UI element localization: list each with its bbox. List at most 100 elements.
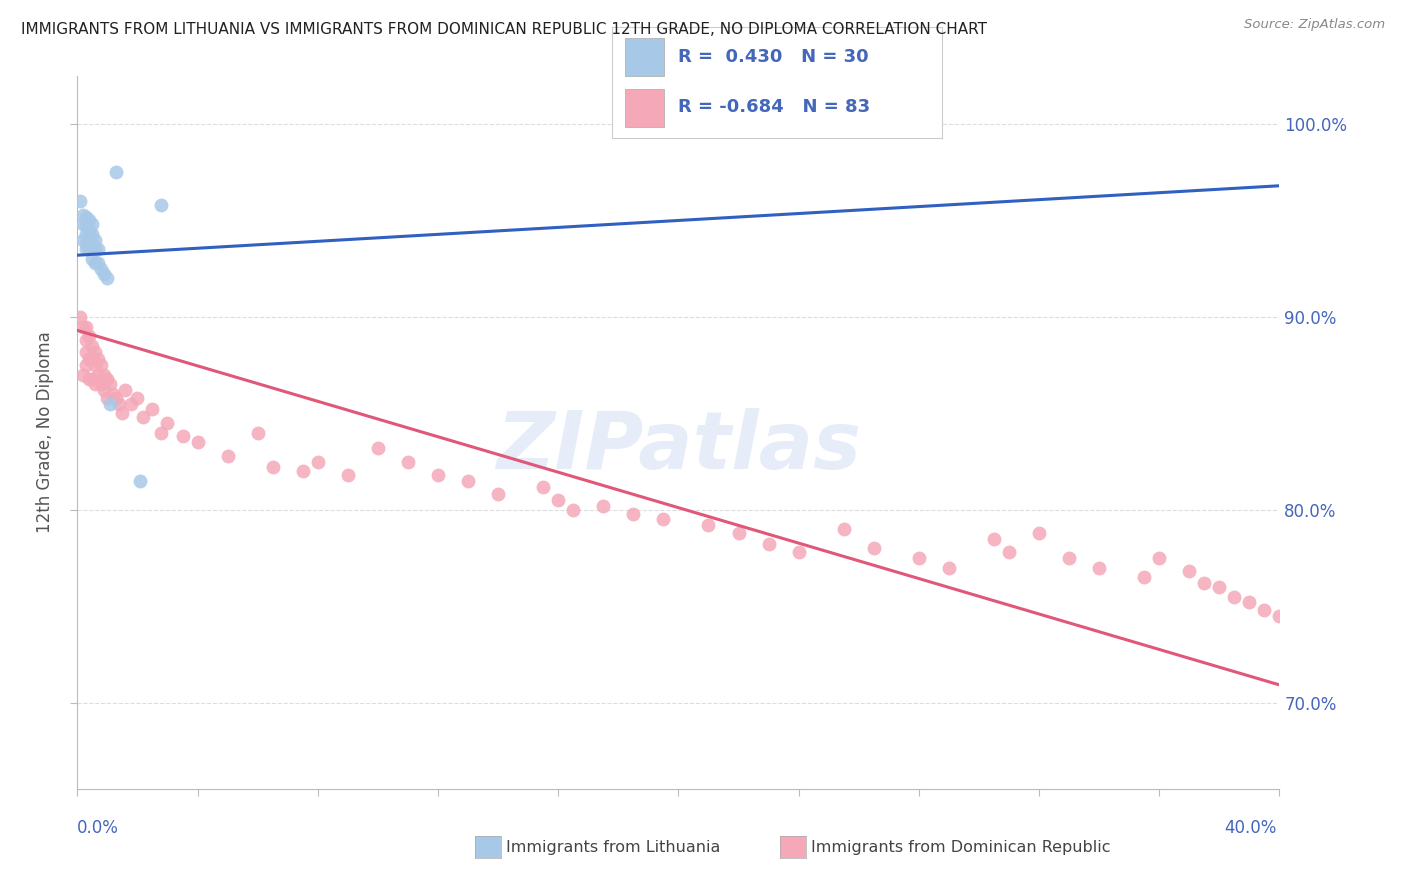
Point — [72, 233, 94, 247]
Point — [120, 397, 142, 411]
Point — [621, 507, 644, 521]
Point — [75, 344, 97, 359]
Point — [79, 243, 101, 257]
Point — [1028, 525, 1050, 540]
Point — [84, 377, 107, 392]
Point — [1239, 595, 1261, 609]
Point — [75, 227, 97, 241]
Point — [75, 243, 97, 257]
Point — [1088, 560, 1111, 574]
Point — [82, 227, 104, 241]
Point — [93, 268, 115, 282]
Point — [1057, 551, 1080, 566]
Point — [1284, 583, 1306, 598]
Point — [531, 480, 554, 494]
Point — [862, 541, 884, 556]
Point — [90, 261, 112, 276]
Point — [100, 397, 122, 411]
Point — [787, 545, 810, 559]
Point — [562, 502, 585, 516]
Point — [697, 518, 720, 533]
Text: ZIPatlas: ZIPatlas — [496, 408, 860, 486]
Text: R = -0.684   N = 83: R = -0.684 N = 83 — [678, 98, 870, 116]
Point — [1208, 580, 1230, 594]
Point — [82, 352, 104, 367]
Point — [75, 358, 97, 372]
Point — [1133, 570, 1156, 584]
Point — [427, 468, 450, 483]
Point — [1268, 608, 1291, 623]
Bar — [624, 37, 665, 76]
Point — [79, 233, 101, 247]
Point — [100, 377, 122, 392]
Point — [114, 383, 136, 397]
Point — [69, 310, 91, 324]
Point — [75, 319, 97, 334]
Point — [82, 236, 104, 251]
Text: Immigrants from Dominican Republic: Immigrants from Dominican Republic — [811, 840, 1111, 855]
Point — [108, 397, 131, 411]
Point — [1389, 628, 1406, 642]
Text: R =  0.430   N = 30: R = 0.430 N = 30 — [678, 48, 869, 66]
Point — [69, 194, 91, 209]
Point — [82, 339, 104, 353]
Point — [1358, 623, 1381, 637]
Point — [396, 454, 419, 468]
Point — [96, 391, 118, 405]
Point — [336, 468, 359, 483]
Point — [87, 256, 110, 270]
Text: Immigrants from Lithuania: Immigrants from Lithuania — [506, 840, 720, 855]
Point — [150, 198, 173, 212]
Point — [79, 223, 101, 237]
Point — [127, 391, 149, 405]
Text: 0.0%: 0.0% — [77, 819, 120, 837]
Point — [1253, 603, 1275, 617]
Point — [72, 217, 94, 231]
Point — [75, 219, 97, 234]
Point — [72, 208, 94, 222]
Point — [75, 236, 97, 251]
Point — [96, 371, 118, 385]
Point — [72, 319, 94, 334]
Point — [187, 435, 209, 450]
Point — [129, 474, 152, 488]
Text: IMMIGRANTS FROM LITHUANIA VS IMMIGRANTS FROM DOMINICAN REPUBLIC 12TH GRADE, NO D: IMMIGRANTS FROM LITHUANIA VS IMMIGRANTS … — [21, 22, 987, 37]
Point — [367, 441, 389, 455]
Point — [217, 449, 239, 463]
Point — [105, 391, 128, 405]
Point — [1194, 576, 1216, 591]
Point — [262, 460, 284, 475]
Point — [93, 368, 115, 382]
Point — [307, 454, 329, 468]
Point — [652, 512, 675, 526]
Point — [150, 425, 173, 440]
Point — [79, 213, 101, 227]
Point — [111, 406, 134, 420]
Point — [105, 165, 128, 179]
Point — [87, 352, 110, 367]
Point — [90, 358, 112, 372]
Point — [727, 525, 749, 540]
Point — [908, 551, 931, 566]
Point — [82, 243, 104, 257]
Point — [84, 243, 107, 257]
Point — [1313, 603, 1336, 617]
Text: Source: ZipAtlas.com: Source: ZipAtlas.com — [1244, 18, 1385, 31]
Point — [96, 271, 118, 285]
Point — [72, 368, 94, 382]
Point — [75, 210, 97, 224]
Point — [87, 243, 110, 257]
Point — [84, 344, 107, 359]
Y-axis label: 12th Grade, No Diploma: 12th Grade, No Diploma — [37, 332, 55, 533]
Point — [84, 358, 107, 372]
Point — [103, 387, 125, 401]
Point — [156, 416, 179, 430]
Point — [90, 377, 112, 392]
Point — [983, 532, 1005, 546]
Point — [141, 402, 163, 417]
Point — [1178, 565, 1201, 579]
Text: 40.0%: 40.0% — [1225, 819, 1277, 837]
Point — [291, 464, 314, 478]
Point — [486, 487, 509, 501]
Point — [172, 429, 194, 443]
